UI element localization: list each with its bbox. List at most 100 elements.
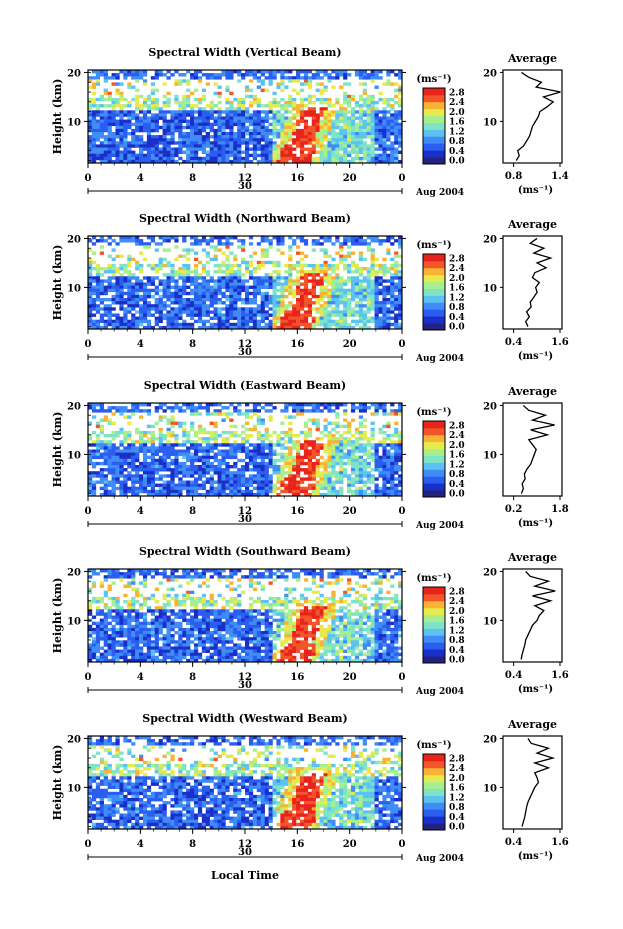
heatmap-cell (362, 316, 367, 320)
heatmap-cell (370, 94, 375, 99)
heatmap-cell (123, 291, 128, 296)
heatmap-cell (178, 82, 183, 86)
heatmap-cell (374, 125, 379, 130)
heatmap-cell (182, 322, 187, 327)
heatmap-cell (241, 301, 246, 305)
heatmap-cell (311, 144, 316, 148)
heatmap-cell (382, 412, 387, 416)
heatmap-cell (205, 325, 210, 330)
heatmap-cell (237, 443, 242, 447)
heatmap-cell (146, 263, 152, 268)
heatmap-cell (323, 418, 328, 422)
heatmap-cell (221, 132, 226, 136)
heatmap-cell (284, 322, 289, 327)
heatmap-cell (119, 486, 124, 491)
heatmap-cell (245, 483, 250, 487)
heatmap-cell (299, 304, 305, 308)
heatmap-cell (178, 128, 183, 133)
heatmap-cell (366, 455, 371, 460)
heatmap-cell (323, 239, 328, 243)
heatmap-cell (139, 437, 144, 441)
heatmap-cell (378, 144, 383, 148)
heatmap-cell (272, 304, 277, 308)
heatmap-cell (162, 263, 167, 268)
heatmap-cell (150, 82, 156, 86)
heatmap-cell (331, 458, 336, 463)
heatmap-cell (186, 144, 191, 148)
heatmap-cell (91, 70, 97, 74)
heatmap-cell (245, 88, 250, 92)
colorbar-tick-label: 1.6 (449, 284, 465, 294)
heatmap-cell (299, 144, 305, 148)
heatmap-cell (245, 313, 250, 317)
heatmap-cell (390, 474, 395, 478)
heatmap-cell (296, 455, 301, 460)
heatmap-cell (209, 285, 214, 289)
heatmap-cell (252, 270, 258, 274)
heatmap-cell (280, 116, 285, 120)
heatmap-cell (350, 446, 356, 450)
heatmap-cell (292, 279, 297, 283)
heatmap-cell (205, 116, 210, 120)
heatmap-cell (303, 449, 309, 453)
heatmap-cell (390, 273, 395, 277)
heatmap-cell (150, 128, 156, 133)
heatmap-cell (241, 119, 246, 123)
heatmap-cell (135, 282, 140, 286)
heatmap-cell (178, 73, 183, 77)
heatmap-cell (370, 458, 375, 463)
heatmap-cell (343, 113, 348, 117)
heatmap-cell (170, 147, 175, 151)
heatmap-cell (303, 285, 309, 289)
heatmap-cell (146, 138, 152, 142)
heatmap-cell (154, 449, 159, 453)
heatmap-cell (88, 449, 93, 453)
heatmap-cell (354, 144, 360, 148)
heatmap-cell (182, 430, 187, 435)
heatmap-cell (88, 437, 93, 441)
heatmap-cell (91, 319, 97, 324)
heatmap-cell (103, 267, 108, 271)
heatmap-cell (213, 455, 218, 460)
heatmap-cell (127, 116, 132, 120)
heatmap-cell (362, 310, 367, 314)
heatmap-cell (174, 94, 179, 99)
heatmap-cell (150, 153, 156, 158)
heatmap-cell (99, 288, 104, 293)
heatmap-cell (162, 147, 167, 151)
heatmap-cell (354, 427, 360, 432)
heatmap-cell (299, 116, 305, 120)
heatmap-cell (182, 409, 187, 413)
heatmap-cell (382, 291, 387, 296)
heatmap-cell (350, 150, 356, 154)
heatmap-cell (162, 119, 167, 123)
heatmap-cell (213, 282, 218, 286)
heatmap-cell (91, 144, 97, 148)
heatmap-cell (170, 430, 175, 435)
heatmap-cell (197, 406, 203, 410)
heatmap-cell (323, 477, 328, 481)
heatmap-cell (327, 122, 332, 127)
heatmap-cell (323, 254, 328, 258)
heatmap-cell (182, 101, 187, 105)
heatmap-cell (158, 236, 163, 240)
heatmap-cell (268, 153, 273, 158)
heatmap-cell (299, 138, 305, 142)
heatmap-cell (190, 316, 195, 320)
heatmap-cell (209, 430, 214, 435)
heatmap-cell (386, 285, 391, 289)
heatmap-cell (260, 116, 265, 120)
heatmap-cell (139, 409, 144, 413)
heatmap-cell (197, 403, 203, 407)
heatmap-cell (99, 443, 104, 447)
heatmap-cell (88, 307, 93, 311)
heatmap-cell (327, 282, 332, 286)
heatmap-cell (268, 273, 273, 277)
heatmap-cell (284, 282, 289, 286)
heatmap-cell (123, 135, 128, 139)
heatmap-cell (378, 406, 383, 410)
profile-frame (502, 69, 563, 164)
heatmap-cell (229, 294, 234, 299)
heatmap-cell (343, 461, 348, 466)
heatmap-cell (225, 282, 230, 286)
